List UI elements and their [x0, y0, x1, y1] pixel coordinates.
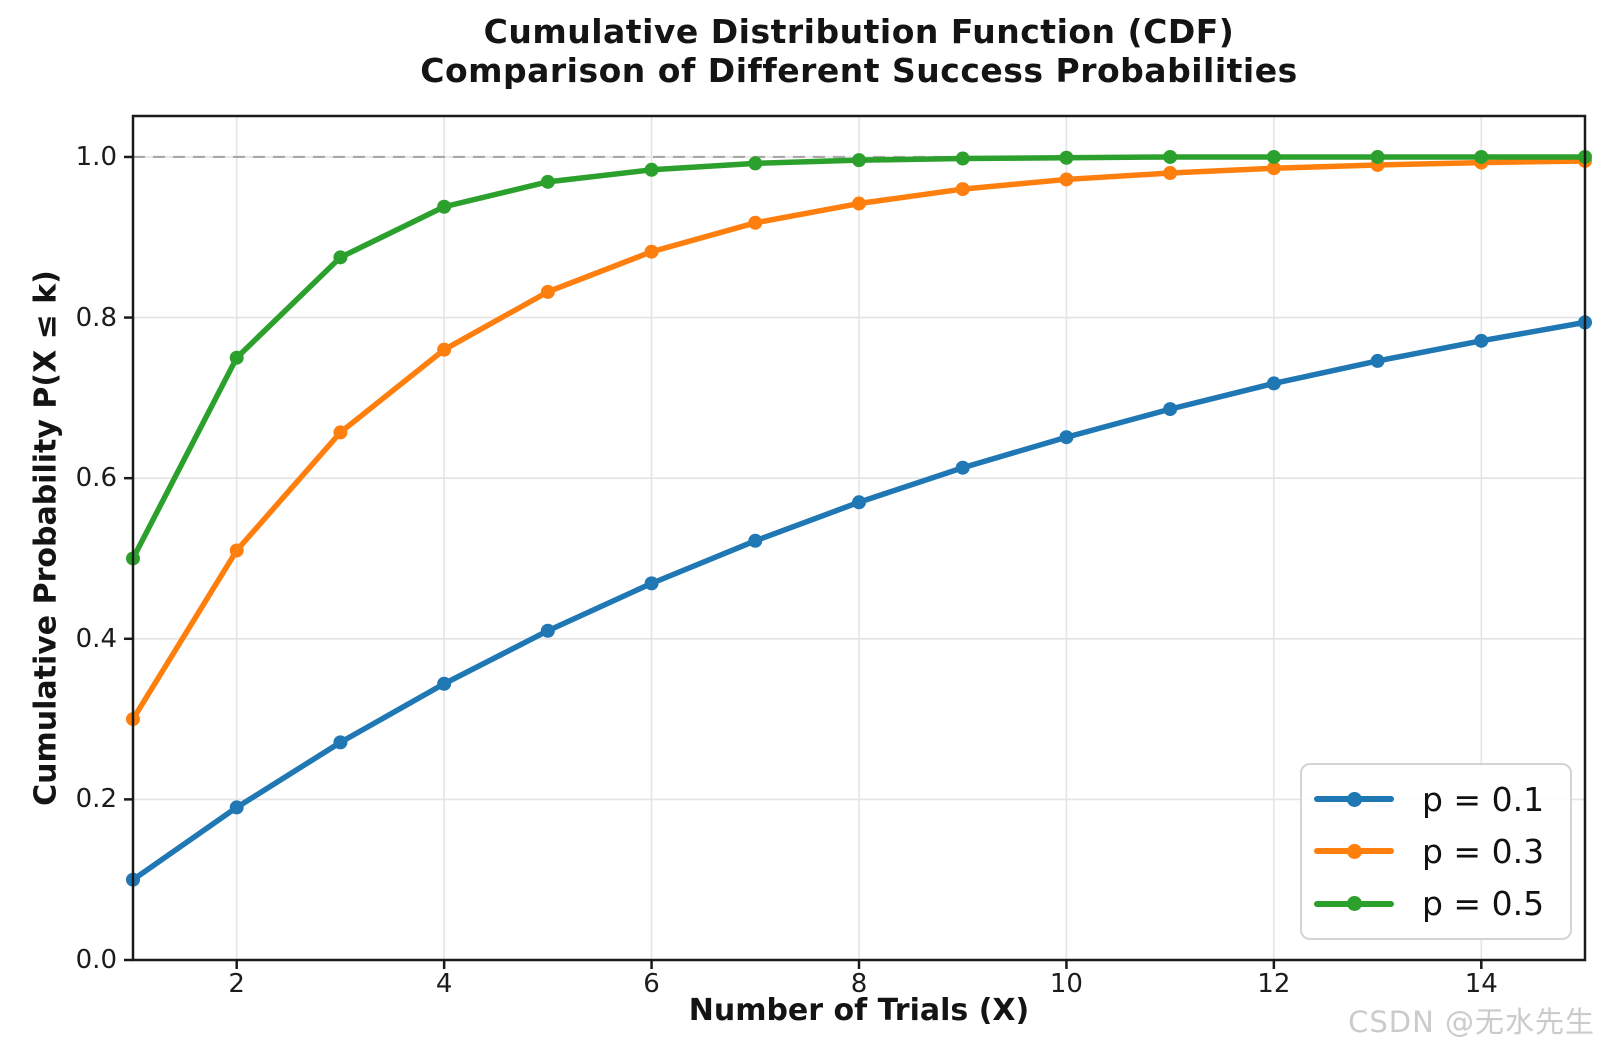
data-point-marker — [748, 215, 763, 230]
data-point-marker — [955, 151, 970, 166]
data-point-marker — [1370, 353, 1385, 368]
data-point-marker — [229, 543, 244, 558]
data-point-marker — [955, 460, 970, 475]
data-point-marker — [1163, 149, 1178, 164]
data-point-marker — [1266, 376, 1281, 391]
legend-item: p = 0.5 — [1302, 878, 1570, 930]
data-point-marker — [1059, 430, 1074, 445]
legend-dot-icon — [1346, 896, 1362, 912]
data-point-marker — [540, 284, 555, 299]
x-tick-label: 4 — [435, 969, 453, 999]
legend-dot-icon — [1346, 843, 1362, 859]
chart-title-line1: Cumulative Distribution Function (CDF) — [483, 12, 1235, 51]
legend-item: p = 0.1 — [1302, 773, 1570, 825]
data-point-marker — [748, 533, 763, 548]
data-point-marker — [437, 199, 452, 214]
data-point-marker — [644, 576, 659, 591]
legend: p = 0.1 p = 0.3 p = 0.5 — [1300, 763, 1572, 940]
data-point-marker — [1474, 149, 1489, 164]
x-tick-label: 10 — [1049, 969, 1083, 999]
data-point-marker — [333, 250, 348, 265]
data-point-marker — [333, 735, 348, 750]
y-tick-label: 0.0 — [75, 945, 117, 975]
watermark: CSDN @无水先生 — [1348, 1005, 1595, 1039]
x-axis-label: Number of Trials (X) — [688, 993, 1030, 1028]
y-tick-label: 0.8 — [75, 302, 117, 333]
data-point-marker — [1163, 166, 1178, 181]
plot-border — [131, 114, 1587, 962]
legend-line-marker-icon — [1314, 791, 1394, 807]
legend-label: p = 0.3 — [1422, 831, 1545, 871]
chart-title-line2: Comparison of Different Success Probabil… — [420, 51, 1298, 90]
data-point-marker — [1474, 333, 1489, 348]
data-point-marker — [644, 162, 659, 177]
data-point-marker — [1059, 172, 1074, 187]
x-tick-label: 6 — [643, 969, 660, 999]
data-point-marker — [229, 800, 244, 815]
data-point-marker — [1163, 402, 1178, 417]
data-point-marker — [1370, 149, 1385, 164]
data-point-marker — [852, 495, 866, 510]
data-point-marker — [852, 196, 866, 211]
legend-label: p = 0.1 — [1422, 779, 1545, 819]
data-point-marker — [1266, 149, 1281, 164]
data-point-marker — [437, 342, 452, 357]
data-point-marker — [540, 174, 555, 189]
data-point-marker — [1266, 161, 1281, 176]
legend-item: p = 0.3 — [1302, 825, 1570, 877]
data-point-marker — [437, 676, 452, 691]
y-tick-label: 0.2 — [75, 784, 117, 815]
legend-label: p = 0.5 — [1422, 884, 1545, 924]
chart-title: Cumulative Distribution Function (CDF) C… — [133, 12, 1585, 90]
data-point-marker — [852, 153, 866, 168]
x-tick-label: 14 — [1464, 969, 1498, 999]
legend-dot-icon — [1346, 791, 1362, 807]
data-point-marker — [540, 623, 555, 638]
data-point-marker — [229, 350, 244, 365]
data-point-marker — [955, 182, 970, 197]
x-tick-label: 2 — [228, 969, 245, 999]
data-point-marker — [333, 425, 348, 440]
y-tick-label: 0.4 — [75, 623, 117, 654]
x-tick-label: 12 — [1257, 969, 1291, 999]
y-tick-label: 0.6 — [75, 463, 117, 494]
data-point-marker — [644, 244, 659, 259]
data-point-marker — [748, 156, 763, 171]
legend-line-marker-icon — [1314, 843, 1394, 859]
legend-line-marker-icon — [1314, 896, 1394, 912]
y-tick-label: 1.0 — [75, 141, 117, 172]
x-tick-label: 8 — [850, 969, 868, 999]
data-point-marker — [1059, 150, 1074, 165]
